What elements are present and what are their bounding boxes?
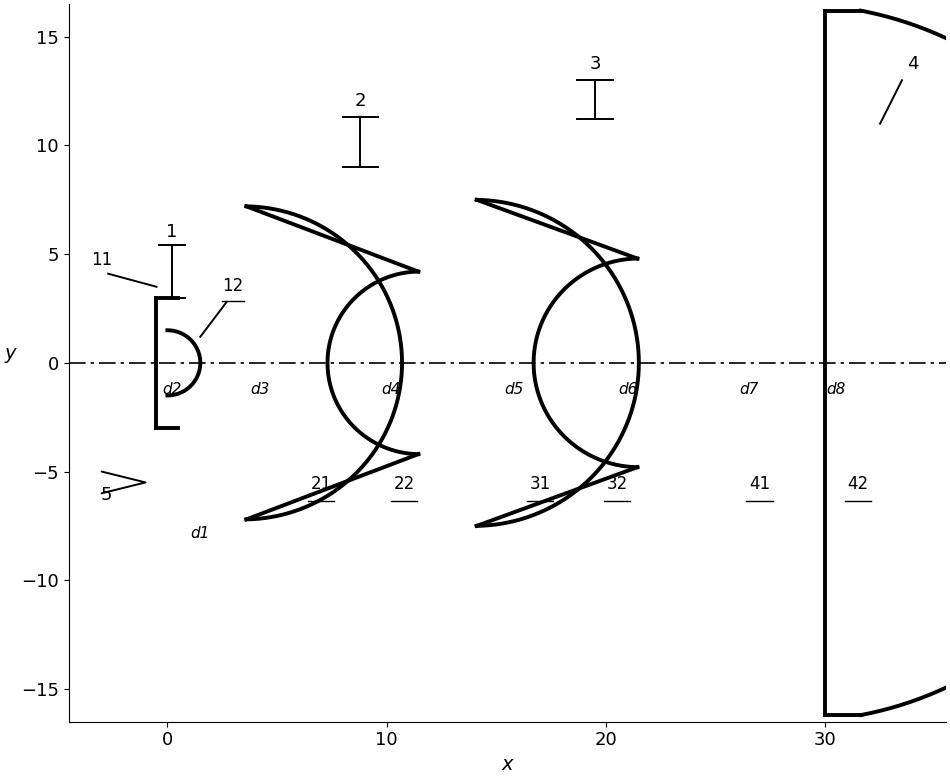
Text: 42: 42	[847, 475, 868, 493]
Text: 22: 22	[393, 475, 415, 493]
Text: 41: 41	[749, 475, 770, 493]
Y-axis label: y: y	[4, 344, 15, 363]
Text: 4: 4	[907, 55, 919, 73]
Text: 5: 5	[101, 485, 112, 504]
Text: 1: 1	[166, 223, 178, 240]
Text: d6: d6	[618, 383, 637, 398]
Text: 2: 2	[354, 93, 366, 110]
Text: 3: 3	[589, 55, 600, 73]
Text: d1: d1	[191, 526, 210, 541]
Text: d8: d8	[826, 383, 846, 398]
Text: 11: 11	[91, 251, 112, 269]
Text: 32: 32	[606, 475, 628, 493]
Text: d2: d2	[162, 383, 181, 398]
Text: d4: d4	[381, 383, 401, 398]
Text: d7: d7	[739, 383, 758, 398]
Text: d5: d5	[504, 383, 523, 398]
X-axis label: x: x	[502, 755, 513, 774]
Text: 12: 12	[222, 277, 244, 295]
Text: 21: 21	[311, 475, 332, 493]
Text: d3: d3	[250, 383, 269, 398]
Text: 31: 31	[529, 475, 551, 493]
